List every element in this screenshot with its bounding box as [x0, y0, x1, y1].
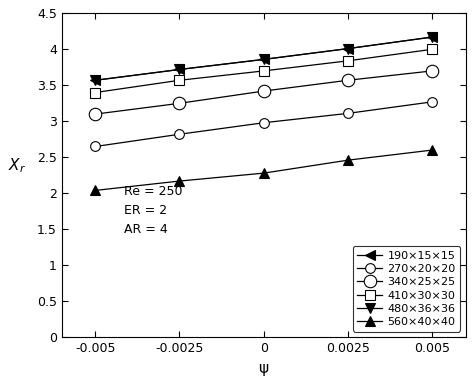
270×20×20 — [92, 144, 98, 149]
Text: Re = 250
ER = 2
AR = 4: Re = 250 ER = 2 AR = 4 — [124, 185, 183, 236]
560×40×40 — [177, 179, 182, 183]
410×30×30 — [429, 47, 435, 51]
480×36×36 — [429, 35, 435, 40]
480×36×36 — [345, 46, 351, 51]
Line: 340×25×25: 340×25×25 — [89, 65, 438, 120]
270×20×20 — [429, 99, 435, 104]
190×15×15 — [345, 46, 351, 51]
480×36×36 — [92, 78, 98, 83]
480×36×36 — [261, 57, 266, 62]
410×30×30 — [177, 78, 182, 83]
340×25×25 — [345, 78, 351, 83]
Line: 410×30×30: 410×30×30 — [91, 45, 437, 98]
340×25×25 — [261, 89, 266, 93]
410×30×30 — [92, 90, 98, 95]
Y-axis label: $X_r$: $X_r$ — [9, 157, 27, 175]
560×40×40 — [261, 171, 266, 175]
190×15×15 — [261, 57, 266, 62]
270×20×20 — [345, 111, 351, 116]
X-axis label: ψ: ψ — [259, 361, 269, 376]
560×40×40 — [92, 188, 98, 193]
340×25×25 — [429, 69, 435, 73]
480×36×36 — [177, 67, 182, 72]
410×30×30 — [345, 58, 351, 63]
Line: 560×40×40: 560×40×40 — [91, 145, 437, 195]
270×20×20 — [261, 121, 266, 125]
410×30×30 — [261, 69, 266, 73]
Line: 190×15×15: 190×15×15 — [91, 32, 437, 85]
560×40×40 — [429, 148, 435, 152]
190×15×15 — [92, 78, 98, 83]
560×40×40 — [345, 158, 351, 162]
340×25×25 — [177, 101, 182, 106]
Line: 480×36×36: 480×36×36 — [91, 32, 437, 85]
340×25×25 — [92, 112, 98, 116]
190×15×15 — [429, 35, 435, 40]
270×20×20 — [177, 132, 182, 137]
Legend: 190×15×15, 270×20×20, 340×25×25, 410×30×30, 480×36×36, 560×40×40: 190×15×15, 270×20×20, 340×25×25, 410×30×… — [353, 246, 460, 332]
190×15×15 — [177, 67, 182, 72]
Line: 270×20×20: 270×20×20 — [91, 97, 437, 151]
